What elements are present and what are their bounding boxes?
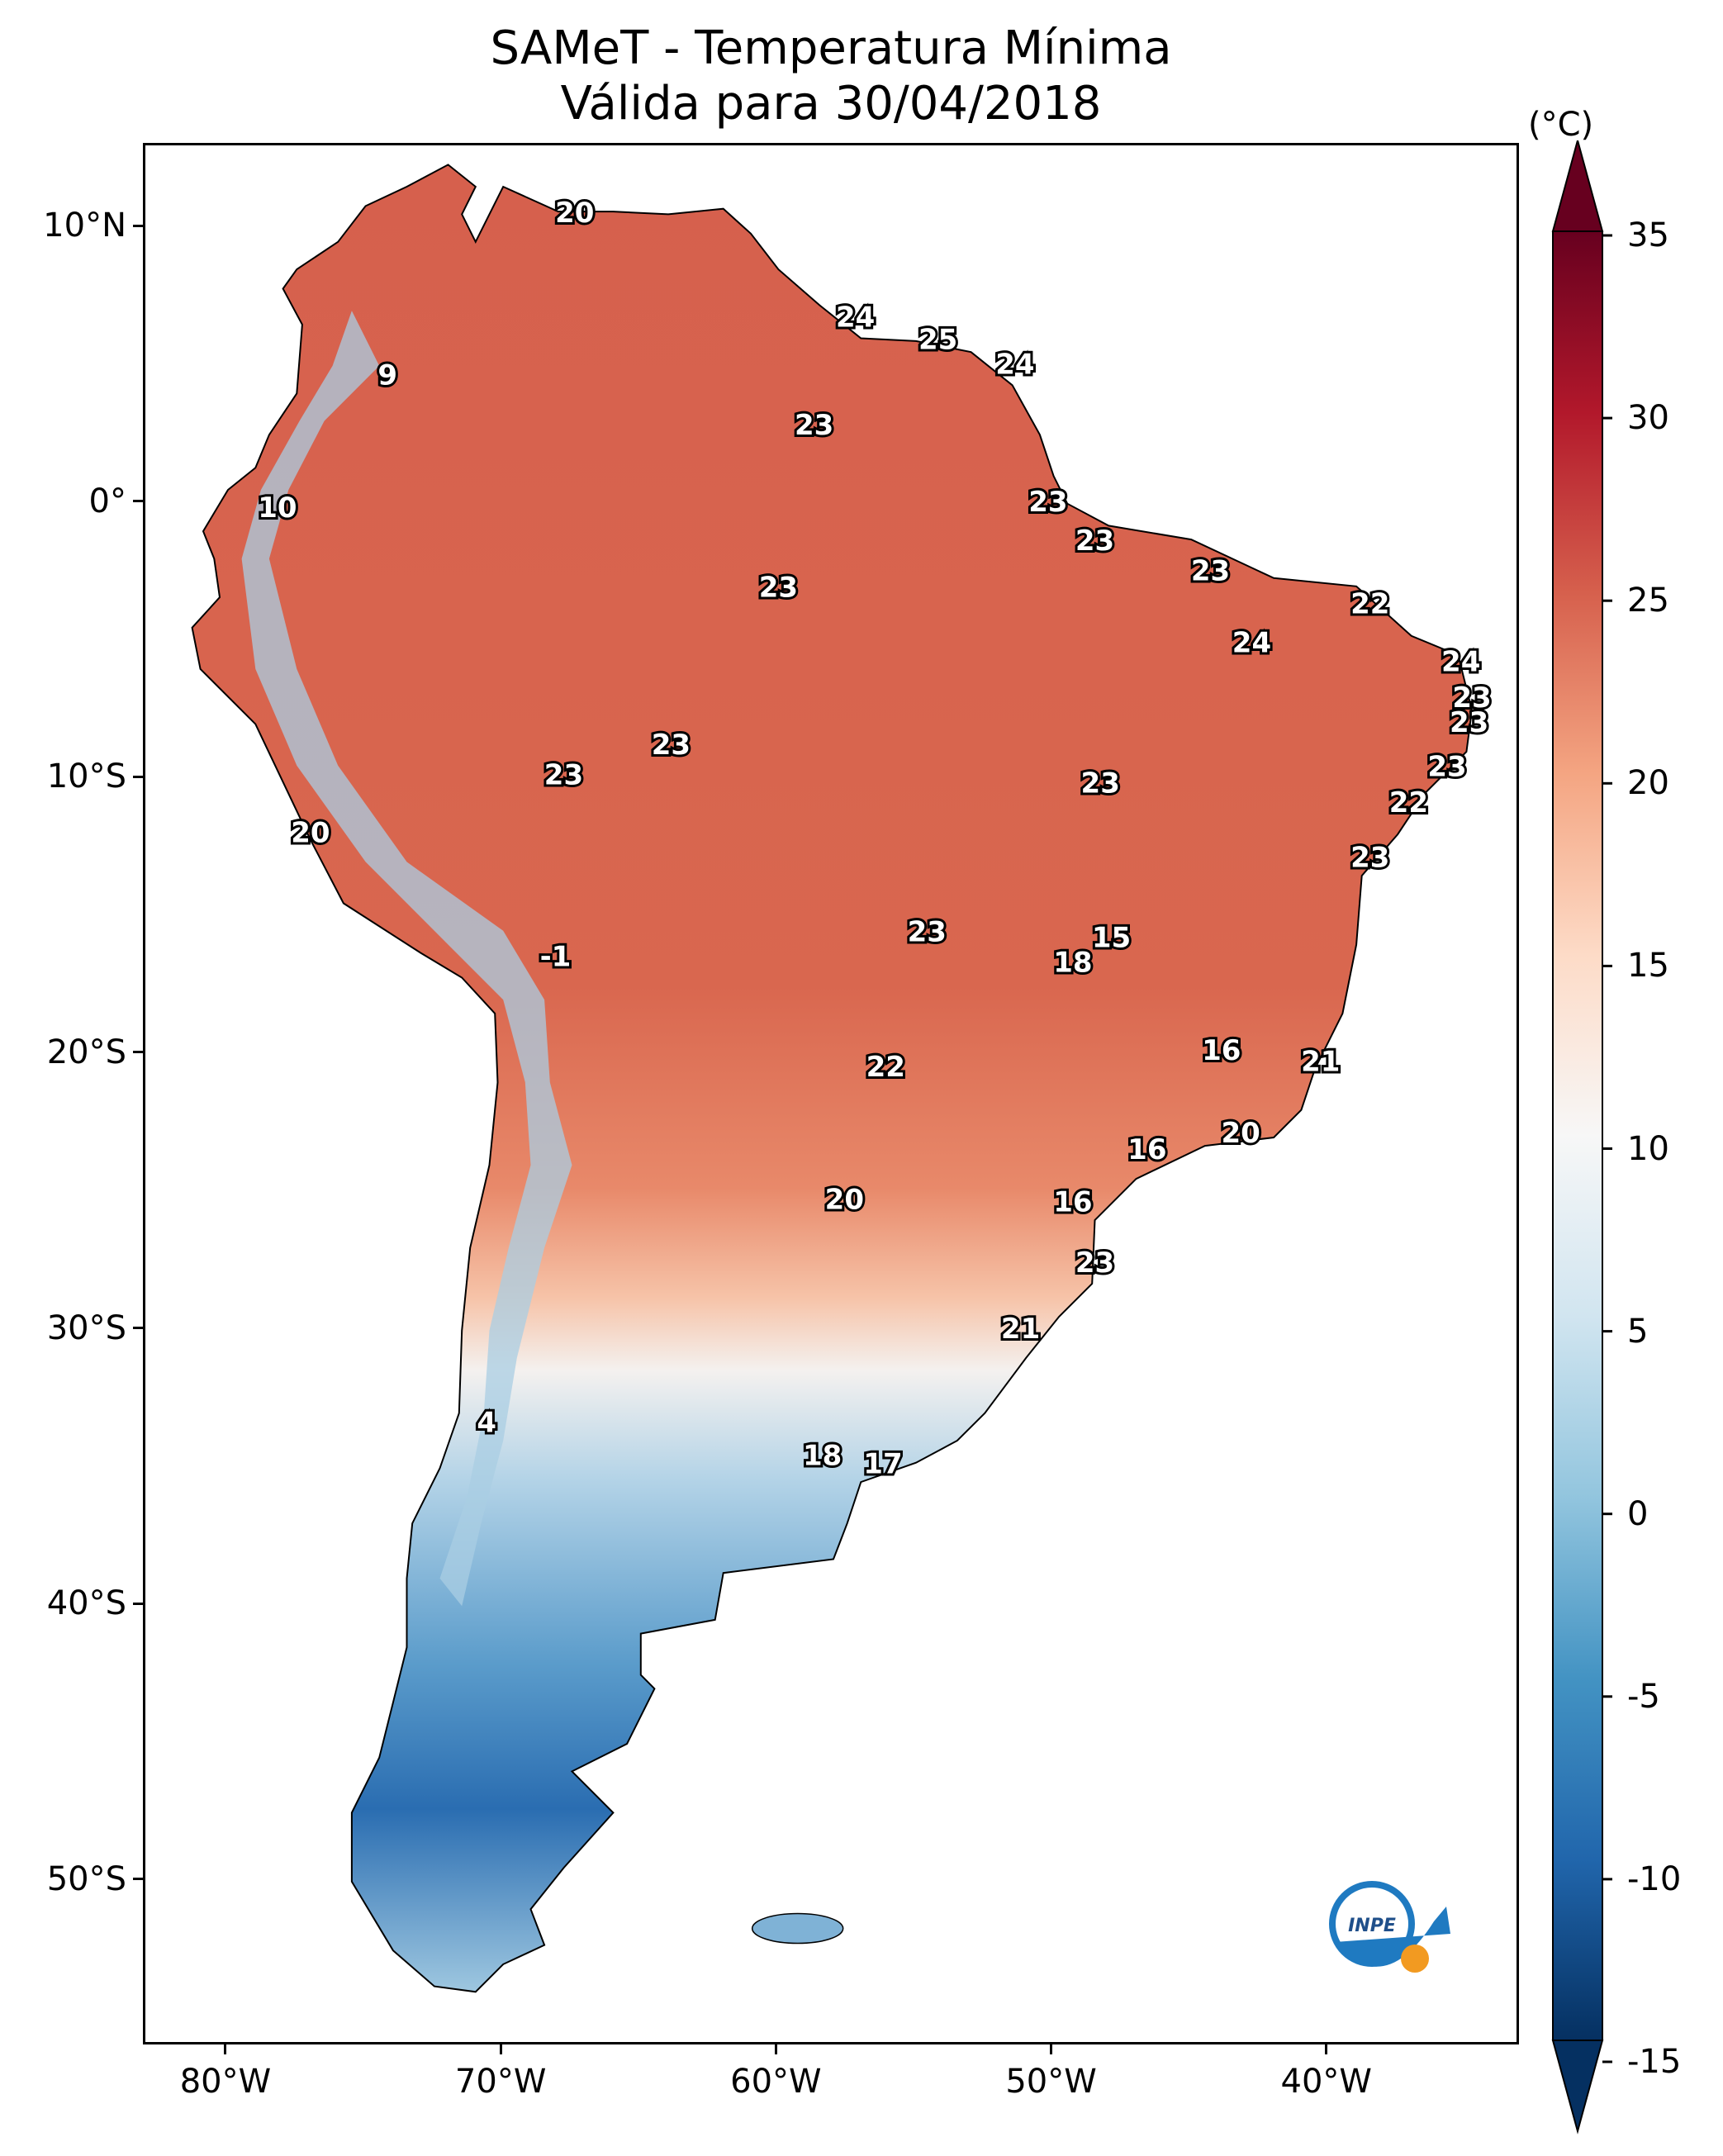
station-temperature-label: 18: [1053, 946, 1092, 979]
lat-tick-mark: [133, 500, 143, 503]
colorbar-tick-label: 10: [1627, 1129, 1669, 1168]
falkland-islands: [751, 1912, 844, 1945]
station-temperature-label: 23: [1191, 555, 1230, 588]
colorbar-max-extend: [1551, 140, 1604, 232]
station-temperature-label: 4: [477, 1407, 496, 1440]
station-temperature-label: 23: [1081, 767, 1120, 800]
lon-tick-mark: [1325, 2044, 1328, 2054]
station-temperature-label: 23: [544, 758, 583, 791]
station-temperature-label: 20: [825, 1183, 864, 1216]
station-temperature-label: 10: [258, 492, 297, 525]
station-temperature-label: 24: [1441, 646, 1480, 679]
colorbar-tick-label: 0: [1627, 1494, 1649, 1533]
station-temperature-label: 21: [1001, 1313, 1040, 1346]
map-frame: 20 24 25 24 9 23 10 23 23 23 23 22 24 24 23 23 23 23 23 23 2…: [143, 143, 1519, 2044]
lon-tick-mark: [1050, 2044, 1053, 2054]
station-temperature-label: 20: [291, 817, 330, 850]
lon-tick-mark: [224, 2044, 227, 2054]
station-temperature-label: 24: [995, 348, 1034, 381]
colorbar-min-extend: [1551, 2040, 1604, 2135]
map-title: SAMeT - Temperatura Mínima: [490, 21, 1172, 75]
station-temperature-label: 23: [652, 729, 691, 762]
station-temperature-label: 24: [1232, 626, 1271, 659]
colorbar-unit: (°C): [1528, 106, 1594, 144]
lon-tick-label: 60°W: [730, 2063, 822, 2101]
station-temperature-label: 23: [1075, 1247, 1114, 1280]
station-temperature-label: 23: [1452, 681, 1491, 715]
station-temperature-label: 23: [759, 572, 798, 605]
lat-tick-mark: [133, 1327, 143, 1330]
lat-tick-label: 10°S: [46, 757, 126, 796]
colorbar-tick-label: 35: [1627, 216, 1669, 254]
station-temperature-label: 23: [1028, 486, 1067, 519]
south-america-landmass: [191, 164, 1474, 1993]
lat-tick-label: 50°S: [46, 1859, 126, 1898]
station-temperature-label: -1: [540, 941, 572, 974]
lat-tick-label: 0°: [88, 482, 126, 520]
station-temperature-label: 16: [1202, 1034, 1241, 1067]
station-temperature-label: 17: [863, 1448, 902, 1481]
lat-tick-label: 20°S: [46, 1033, 126, 1071]
station-temperature-label: 20: [555, 197, 594, 230]
station-temperature-label: 18: [803, 1440, 842, 1473]
lat-tick-label: 10°N: [43, 207, 126, 245]
station-temperature-label: 22: [1350, 588, 1389, 621]
station-temperature-label: 23: [1075, 525, 1114, 558]
lat-tick-mark: [133, 1602, 143, 1605]
station-temperature-label: 20: [1221, 1117, 1260, 1150]
lat-tick-label: 30°S: [46, 1308, 126, 1347]
station-temperature-label: 23: [1427, 750, 1466, 783]
station-temperature-label: 23: [1450, 706, 1488, 739]
colorbar-tick-label: -5: [1627, 1677, 1660, 1716]
station-temperature-label: 15: [1092, 921, 1131, 954]
colorbar-tick-label: -15: [1627, 2043, 1682, 2081]
lon-tick-label: 70°W: [454, 2063, 547, 2101]
lat-tick-mark: [133, 775, 143, 778]
station-temperature-label: 22: [1389, 786, 1428, 819]
colorbar-tick-label: 15: [1627, 947, 1669, 985]
colorbar: [1551, 140, 1612, 2135]
station-temperature-label: 23: [908, 916, 947, 949]
station-temperature-label: 16: [1127, 1133, 1166, 1166]
lon-tick-label: 50°W: [1005, 2063, 1097, 2101]
lat-tick-mark: [133, 1878, 143, 1881]
colorbar-scale: [1552, 230, 1603, 2041]
station-temperature-label: 23: [795, 409, 833, 442]
station-temperature-label: 25: [918, 323, 957, 356]
lat-tick-label: 40°S: [46, 1584, 126, 1623]
colorbar-tick-label: 20: [1627, 764, 1669, 803]
lon-tick-label: 80°W: [179, 2063, 272, 2101]
lon-tick-mark: [499, 2044, 502, 2054]
andes-cold-region: [241, 311, 572, 1607]
colorbar-tick-label: 30: [1627, 399, 1669, 438]
colorbar-tick-label: 25: [1627, 582, 1669, 620]
map-subtitle: Válida para 30/04/2018: [560, 77, 1102, 131]
lon-tick-mark: [774, 2044, 777, 2054]
station-temperature-label: 24: [836, 302, 875, 335]
station-temperature-label: 16: [1053, 1186, 1092, 1219]
lon-tick-label: 40°W: [1280, 2063, 1372, 2101]
station-temperature-label: 23: [1350, 842, 1389, 875]
station-temperature-label: 22: [866, 1051, 905, 1084]
inpe-logo: INPE: [1329, 1881, 1450, 1973]
lat-tick-mark: [133, 1051, 143, 1054]
inpe-logo-text: INPE: [1348, 1916, 1396, 1936]
lat-tick-mark: [133, 224, 143, 227]
colorbar-tick-label: 5: [1627, 1312, 1649, 1351]
station-temperature-label: 9: [377, 359, 397, 392]
station-temperature-label: 21: [1301, 1045, 1340, 1078]
colorbar-tick-label: -10: [1627, 1859, 1682, 1898]
